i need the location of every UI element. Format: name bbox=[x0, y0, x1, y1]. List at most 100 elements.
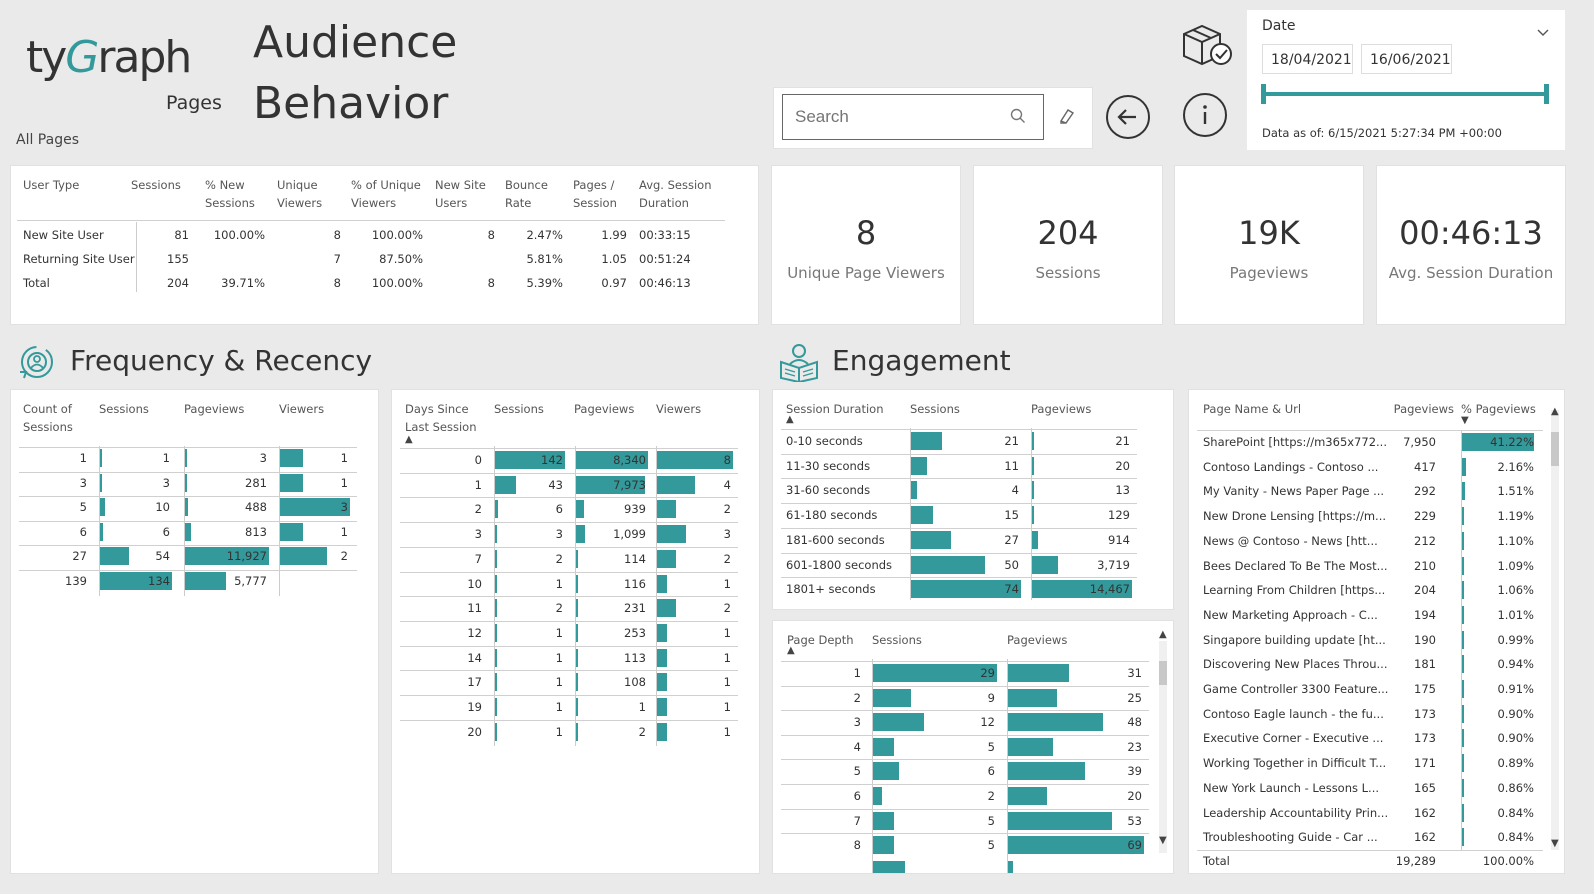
clear-search-eraser-icon[interactable] bbox=[1056, 106, 1076, 130]
data-bar bbox=[1462, 433, 1534, 451]
row-divider bbox=[19, 447, 357, 448]
data-bar bbox=[657, 648, 667, 667]
user-type-table: User Type Sessions % New Sessions Unique View… bbox=[10, 165, 759, 325]
column-header[interactable]: Avg. Session bbox=[639, 178, 712, 192]
column-header[interactable]: Rate bbox=[505, 196, 532, 210]
column-header[interactable]: Sessions bbox=[205, 196, 255, 210]
column-header[interactable]: Sessions bbox=[99, 402, 149, 416]
page-name-link[interactable]: News @ Contoso - News [htt... bbox=[1203, 533, 1378, 548]
column-header[interactable]: Page Depth bbox=[787, 633, 854, 647]
page-name-link[interactable]: Game Controller 3300 Feature... bbox=[1203, 682, 1389, 696]
sort-ascending-icon[interactable]: ▲ bbox=[405, 434, 413, 445]
bar-value-label: 813 bbox=[245, 524, 267, 539]
scrollbar[interactable] bbox=[1159, 641, 1167, 853]
bar-value-label: 1 bbox=[555, 724, 563, 739]
column-header[interactable]: Last Session bbox=[405, 420, 477, 434]
date-end-input[interactable]: 16/06/2021 bbox=[1361, 44, 1452, 74]
page-name-link[interactable]: Contoso Eagle launch - the fu... bbox=[1203, 706, 1384, 721]
page-name-link[interactable]: New Drone Lensing [https://m... bbox=[1203, 509, 1387, 524]
column-header[interactable]: Viewers bbox=[656, 402, 702, 416]
chevron-down-icon[interactable] bbox=[1537, 22, 1549, 41]
table-cell: 00:46:13 bbox=[639, 276, 691, 290]
data-bar bbox=[911, 481, 917, 500]
column-header[interactable]: % of Unique bbox=[351, 178, 421, 192]
search-icon[interactable] bbox=[1010, 108, 1026, 128]
slider-start-handle[interactable] bbox=[1261, 84, 1266, 104]
column-header[interactable]: % New bbox=[205, 178, 245, 192]
sort-ascending-icon[interactable]: ▲ bbox=[787, 645, 795, 656]
column-header[interactable]: Pageviews bbox=[574, 402, 635, 416]
column-header[interactable]: Days Since bbox=[405, 402, 469, 416]
row-divider bbox=[19, 496, 357, 498]
pct-pageviews-value: 1.10% bbox=[1497, 533, 1534, 548]
column-header[interactable]: Count of bbox=[23, 402, 72, 416]
page-name-link[interactable]: Executive Corner - Executive ... bbox=[1203, 731, 1384, 746]
column-header[interactable]: Viewers bbox=[351, 196, 397, 210]
column-header[interactable]: Page Name & Url bbox=[1203, 402, 1302, 416]
scroll-up-icon[interactable]: ▲ bbox=[1159, 629, 1167, 640]
scroll-down-icon[interactable]: ▼ bbox=[1551, 838, 1559, 849]
page-name-link[interactable]: New Marketing Approach - C... bbox=[1203, 607, 1378, 622]
column-header[interactable]: Duration bbox=[639, 196, 689, 210]
date-range-slider[interactable] bbox=[1264, 92, 1547, 96]
column-header[interactable]: Sessions bbox=[872, 633, 922, 647]
page-name-link[interactable]: Contoso Landings - Contoso ... bbox=[1203, 459, 1379, 474]
page-name-link[interactable]: SharePoint [https://m365x772... bbox=[1203, 435, 1387, 449]
sort-ascending-icon[interactable]: ▲ bbox=[786, 414, 794, 425]
scroll-down-icon[interactable]: ▼ bbox=[1159, 835, 1167, 846]
slider-end-handle[interactable] bbox=[1544, 84, 1549, 104]
info-icon bbox=[1203, 105, 1207, 124]
page-name-link[interactable]: Learning From Children [https... bbox=[1203, 583, 1386, 598]
search-input[interactable] bbox=[782, 94, 1044, 140]
column-header[interactable]: Pageviews bbox=[1031, 402, 1092, 416]
column-header[interactable]: Viewers bbox=[279, 402, 325, 416]
date-start-input[interactable]: 18/04/2021 bbox=[1262, 44, 1353, 74]
table-cell: 155 bbox=[167, 252, 189, 266]
column-header[interactable]: Pageviews bbox=[1393, 402, 1454, 416]
column-header[interactable]: Session Duration bbox=[786, 402, 884, 416]
column-header[interactable]: Session bbox=[573, 196, 617, 210]
column-header[interactable]: User Type bbox=[23, 178, 80, 192]
scrollbar-thumb[interactable] bbox=[1159, 661, 1167, 685]
page-name-link[interactable]: My Vanity - News Paper Page ... bbox=[1203, 484, 1385, 499]
table-cell: 100.00% bbox=[371, 276, 423, 290]
days-since-last-session-table: Days Since Last Session Sessions Pageviews V… bbox=[391, 389, 760, 874]
page-name-link[interactable]: Working Together in Difficult T... bbox=[1203, 756, 1387, 771]
page-name-link[interactable]: Singapore building update [ht... bbox=[1203, 632, 1386, 647]
column-header[interactable]: Pages / bbox=[573, 178, 615, 192]
page-name-link[interactable]: Leadership Accountability Prin... bbox=[1203, 805, 1389, 820]
page-name-link[interactable]: Troubleshooting Guide - Car ... bbox=[1203, 830, 1378, 845]
column-header[interactable]: Users bbox=[435, 196, 468, 210]
scrollbar[interactable] bbox=[1551, 410, 1559, 850]
column-header[interactable]: Sessions bbox=[131, 178, 181, 192]
scroll-up-icon[interactable]: ▲ bbox=[1551, 406, 1559, 417]
data-bar bbox=[1462, 605, 1464, 624]
engagement-title: Engagement bbox=[832, 344, 1011, 377]
column-header[interactable]: Pageviews bbox=[1007, 633, 1068, 647]
row-label: 2 bbox=[853, 690, 861, 705]
page-name-link[interactable]: Bees Declared To Be The Most... bbox=[1203, 558, 1388, 573]
bar-value-label: 2 bbox=[555, 601, 563, 616]
page-name-link[interactable]: Discovering New Places Throu... bbox=[1203, 657, 1388, 672]
page-name-link[interactable]: New York Launch - Lessons L... bbox=[1203, 780, 1380, 795]
table-cell: 5.81% bbox=[526, 252, 563, 266]
data-bar bbox=[280, 498, 350, 517]
table-cell: 00:51:24 bbox=[639, 252, 691, 266]
data-bar bbox=[911, 555, 986, 574]
kpi-label: Sessions bbox=[1035, 264, 1101, 282]
info-button[interactable] bbox=[1183, 93, 1227, 137]
title-line-1: Audience bbox=[253, 17, 458, 68]
column-header[interactable]: Bounce bbox=[505, 178, 548, 192]
column-header[interactable]: Viewers bbox=[277, 196, 323, 210]
column-header[interactable]: Sessions bbox=[910, 402, 960, 416]
column-header[interactable]: Sessions bbox=[494, 402, 544, 416]
sort-descending-icon[interactable]: ▼ bbox=[1461, 415, 1469, 426]
column-header[interactable]: % Pageviews bbox=[1461, 402, 1536, 416]
column-header[interactable]: Unique bbox=[277, 178, 318, 192]
back-button[interactable] bbox=[1106, 95, 1150, 139]
column-header[interactable]: New Site bbox=[435, 178, 486, 192]
column-header[interactable]: Sessions bbox=[23, 420, 73, 434]
scrollbar-thumb[interactable] bbox=[1551, 432, 1559, 466]
column-header[interactable]: Pageviews bbox=[184, 402, 245, 416]
kpi-avg-session-duration: 00:46:13 Avg. Session Duration bbox=[1376, 165, 1566, 325]
